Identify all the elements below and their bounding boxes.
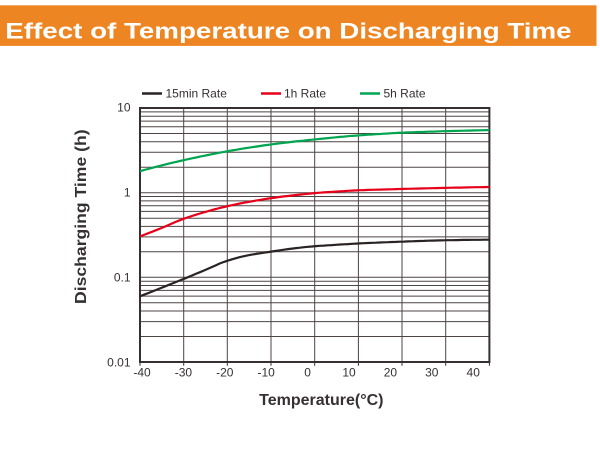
svg-text:1h Rate: 1h Rate bbox=[284, 87, 326, 101]
svg-text:Effect of Temperature on Disch: Effect of Temperature on Discharging Tim… bbox=[5, 19, 571, 44]
svg-text:0.1: 0.1 bbox=[114, 271, 131, 285]
svg-text:Temperature(°C): Temperature(°C) bbox=[259, 392, 383, 409]
svg-text:-10: -10 bbox=[258, 366, 276, 380]
svg-text:-20: -20 bbox=[216, 366, 234, 380]
svg-text:0: 0 bbox=[304, 366, 311, 380]
svg-text:Discharging Time (h): Discharging Time (h) bbox=[72, 129, 90, 303]
svg-text:-40: -40 bbox=[133, 366, 151, 380]
svg-text:15min Rate: 15min Rate bbox=[166, 87, 228, 101]
svg-text:0.01: 0.01 bbox=[107, 356, 131, 370]
svg-text:40: 40 bbox=[467, 366, 481, 380]
svg-text:-30: -30 bbox=[175, 366, 193, 380]
svg-text:10: 10 bbox=[342, 366, 356, 380]
svg-text:1: 1 bbox=[124, 186, 131, 200]
svg-text:30: 30 bbox=[425, 366, 439, 380]
svg-text:10: 10 bbox=[117, 101, 131, 115]
svg-text:5h Rate: 5h Rate bbox=[384, 87, 426, 101]
svg-text:20: 20 bbox=[384, 366, 398, 380]
